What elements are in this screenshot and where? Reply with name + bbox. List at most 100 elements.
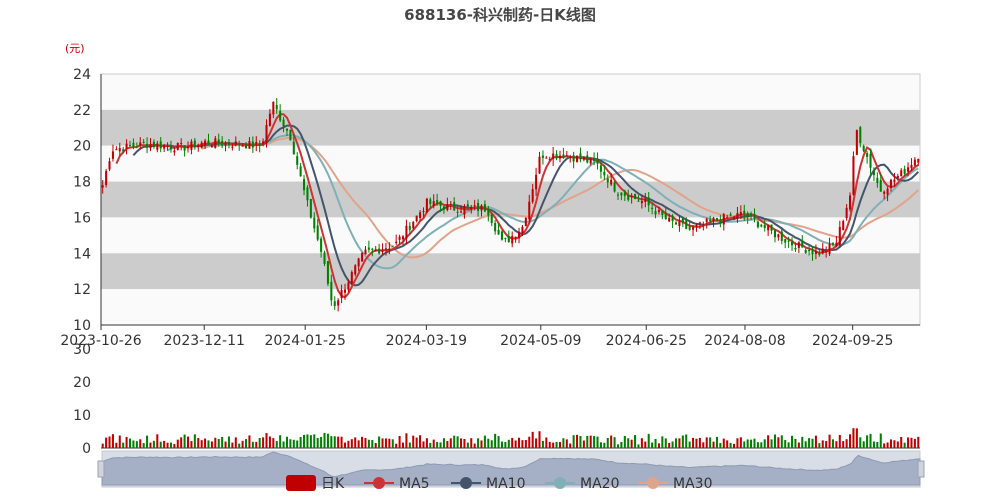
candle-body	[152, 141, 155, 147]
candle-body	[814, 251, 817, 254]
volume-bar	[845, 439, 848, 448]
volume-bar	[343, 442, 347, 448]
candle-body	[326, 261, 329, 284]
volume-bar	[214, 437, 217, 448]
volume-bar	[480, 440, 483, 448]
candle-body	[204, 140, 207, 146]
candle-body	[268, 113, 271, 126]
candle-body	[381, 249, 384, 252]
volume-bar	[118, 435, 121, 448]
candle-body	[163, 145, 166, 149]
candle-body	[657, 210, 660, 212]
candle-body	[630, 196, 633, 198]
volume-bar	[316, 438, 319, 448]
volume-bar	[794, 438, 797, 448]
legend-label: MA30	[673, 476, 712, 492]
volume-bar	[913, 438, 916, 448]
candle-body	[316, 225, 319, 240]
candle-body	[419, 212, 422, 218]
price-tick-label: 22	[73, 103, 91, 119]
volume-bar	[842, 441, 845, 448]
candle-body	[371, 248, 374, 250]
candle-body	[494, 223, 497, 232]
volume-bar	[186, 436, 190, 448]
date-tick-label: 2024-08-08	[704, 333, 785, 349]
candle-body	[576, 155, 579, 162]
candle-body	[306, 187, 309, 201]
candle-body	[337, 300, 340, 306]
candle-body	[412, 222, 415, 229]
volume-bar	[197, 438, 200, 448]
volume-bar	[627, 438, 630, 448]
volume-bar	[876, 441, 879, 448]
candle-body	[238, 143, 241, 146]
candle-body	[200, 142, 203, 148]
candle-body	[804, 249, 807, 254]
candle-body	[518, 231, 521, 239]
volume-bar	[456, 436, 459, 448]
candle-body	[634, 193, 637, 200]
date-tick-label: 2024-05-09	[500, 333, 581, 349]
candle-body	[545, 157, 548, 159]
candle-body	[671, 215, 674, 222]
legend-item-ma5[interactable]: MA5	[364, 476, 430, 492]
legend-swatch-dot	[460, 477, 472, 489]
candle-body	[289, 129, 292, 141]
volume-bar	[279, 435, 282, 448]
candle-body	[251, 141, 254, 148]
volume-bar	[245, 439, 248, 448]
legend-item-ma20[interactable]: MA20	[545, 476, 619, 492]
candle-body	[603, 171, 606, 176]
candle-body	[593, 158, 596, 162]
legend-item-ma30[interactable]: MA30	[638, 476, 712, 492]
volume-bar	[241, 440, 244, 448]
volume-bar	[644, 441, 647, 448]
volume-bar	[142, 443, 145, 448]
volume-bar	[654, 438, 657, 448]
volume-bar	[552, 442, 555, 448]
volume-bar	[473, 443, 476, 448]
volume-bar	[193, 434, 196, 448]
candle-body	[142, 141, 145, 144]
volume-tick-label: 10	[73, 408, 91, 424]
candle-body	[855, 130, 858, 155]
candle-body	[241, 145, 244, 147]
candle-body	[265, 124, 268, 144]
volume-bar	[893, 440, 896, 448]
volume-bar	[234, 437, 237, 448]
volume-bar	[855, 428, 858, 448]
volume-bar	[449, 438, 452, 448]
price-tick-label: 10	[73, 318, 91, 334]
volume-bar	[466, 442, 469, 448]
volume-bar	[391, 439, 394, 448]
candle-body	[688, 226, 691, 230]
legend-item-kline[interactable]: 日K	[286, 475, 345, 492]
volume-bar	[831, 439, 835, 448]
candle-body	[726, 217, 729, 219]
date-tick-label: 2024-09-25	[812, 333, 893, 349]
candle-body	[681, 218, 684, 224]
volume-bar	[524, 439, 527, 448]
datazoom-handle-left[interactable]	[97, 460, 105, 478]
volume-bar	[149, 442, 152, 448]
candle-body	[760, 224, 763, 227]
volume-bar	[586, 435, 589, 448]
candle-body	[599, 165, 602, 172]
candle-body	[245, 144, 248, 149]
volume-bar	[596, 436, 599, 448]
candle-body	[773, 230, 776, 238]
candle-body	[159, 141, 162, 149]
datazoom-handle-right[interactable]	[917, 460, 925, 478]
legend-item-ma10[interactable]: MA10	[451, 476, 525, 492]
candle-body	[910, 164, 913, 169]
candle-body	[176, 143, 179, 150]
grid-band	[101, 145, 920, 182]
candle-body	[214, 138, 217, 148]
candle-body	[852, 156, 855, 195]
candle-body	[565, 155, 568, 157]
volume-bars	[101, 428, 920, 448]
candle-body	[490, 214, 493, 223]
volume-bar	[879, 433, 882, 448]
candle-body	[613, 182, 616, 192]
volume-bar	[917, 436, 920, 448]
